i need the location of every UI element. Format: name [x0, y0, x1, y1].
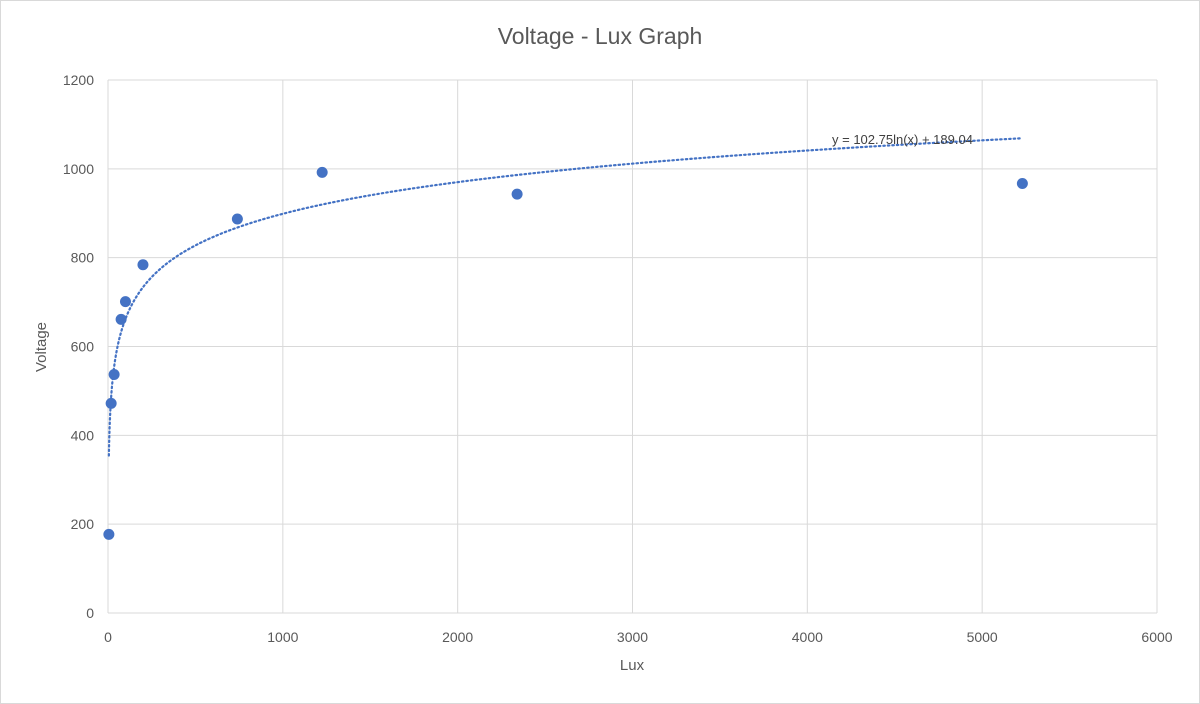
trendline-equation: y = 102.75ln(x) + 189.04 — [832, 132, 973, 147]
data-point — [108, 368, 120, 380]
x-tick-label: 6000 — [1141, 629, 1172, 645]
x-axis-title: Lux — [620, 657, 645, 674]
data-point — [115, 313, 127, 325]
x-tick-label: 5000 — [967, 629, 998, 645]
data-point — [316, 166, 328, 178]
x-tick-label: 2000 — [442, 629, 473, 645]
data-point — [231, 213, 243, 225]
chart-title: Voltage - Lux Graph — [498, 23, 703, 49]
data-point — [105, 397, 117, 409]
y-tick-label: 0 — [86, 605, 94, 621]
y-axis-title: Voltage — [33, 322, 50, 372]
y-tick-label: 1000 — [63, 161, 94, 177]
y-tick-label: 600 — [71, 339, 95, 355]
x-tick-label: 3000 — [617, 629, 648, 645]
data-points — [103, 166, 1028, 540]
gridlines — [107, 79, 1158, 614]
y-tick-label: 400 — [71, 427, 95, 443]
y-tick-label: 200 — [71, 516, 95, 532]
y-tick-label: 1200 — [63, 72, 94, 88]
data-point — [103, 528, 115, 540]
data-point — [1016, 177, 1028, 189]
trendline-group — [107, 137, 1022, 457]
data-point — [137, 259, 149, 271]
trendline — [107, 137, 1022, 457]
y-tick-label: 800 — [71, 250, 95, 266]
x-tick-label: 4000 — [792, 629, 823, 645]
data-point — [511, 188, 523, 200]
tick-labels: 0 200 400 600 800 1000 1200 0 1000 2000 3000 4000 50… — [63, 72, 1173, 645]
x-tick-label: 1000 — [267, 629, 298, 645]
x-tick-label: 0 — [104, 629, 112, 645]
data-point — [119, 296, 131, 308]
